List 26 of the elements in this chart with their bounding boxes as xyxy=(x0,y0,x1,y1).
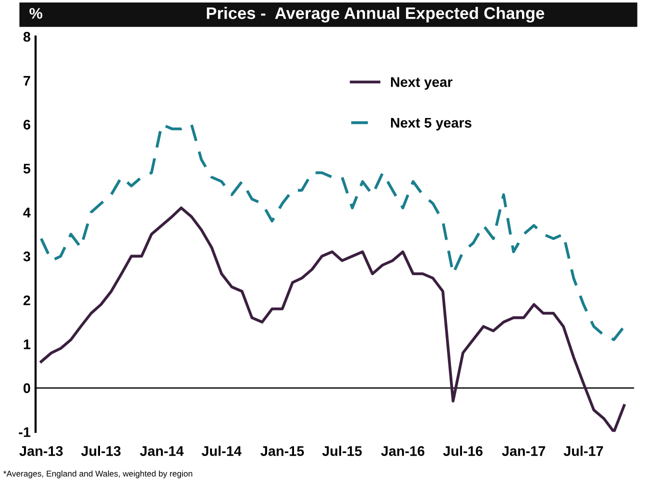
y-tick-label: -1 xyxy=(18,427,30,437)
x-tick-label: Jan-14 xyxy=(140,446,184,456)
x-tick-label: Jan-16 xyxy=(381,446,424,456)
text: *Averages, England and Wales, weighted by region xyxy=(3,470,192,478)
y-tick-label: 7 xyxy=(24,76,30,86)
chart-title: Prices - Average Annual Expected Change xyxy=(206,6,544,22)
y-tick-label: 4 xyxy=(23,208,31,218)
line-series xyxy=(40,206,626,432)
x-tick-label: Jul-14 xyxy=(202,446,242,456)
y-axis-title: % xyxy=(29,8,42,19)
x-tick-label: Jan-15 xyxy=(260,446,304,456)
y-tick-label: 8 xyxy=(23,32,30,42)
x-tick-label: Jul-13 xyxy=(81,446,121,456)
y-tick-label: 5 xyxy=(23,164,30,174)
x-tick-label: Jan-17 xyxy=(502,446,546,456)
x-tick-label: Jan-13 xyxy=(19,446,63,456)
y-tick-label: 3 xyxy=(23,252,30,262)
y-tick-label: 1 xyxy=(24,340,30,350)
y-tick-label: 2 xyxy=(23,295,30,306)
x-tick-label: Jul-16 xyxy=(443,446,483,456)
x-tick-label: Jul-15 xyxy=(322,446,362,456)
legend-label: Next year xyxy=(391,77,452,90)
y-tick-label: 6 xyxy=(24,120,30,130)
y-tick-label: 0 xyxy=(24,383,30,394)
legend-label: Next 5 years xyxy=(391,118,472,130)
x-tick-label: Jul-17 xyxy=(564,446,603,456)
